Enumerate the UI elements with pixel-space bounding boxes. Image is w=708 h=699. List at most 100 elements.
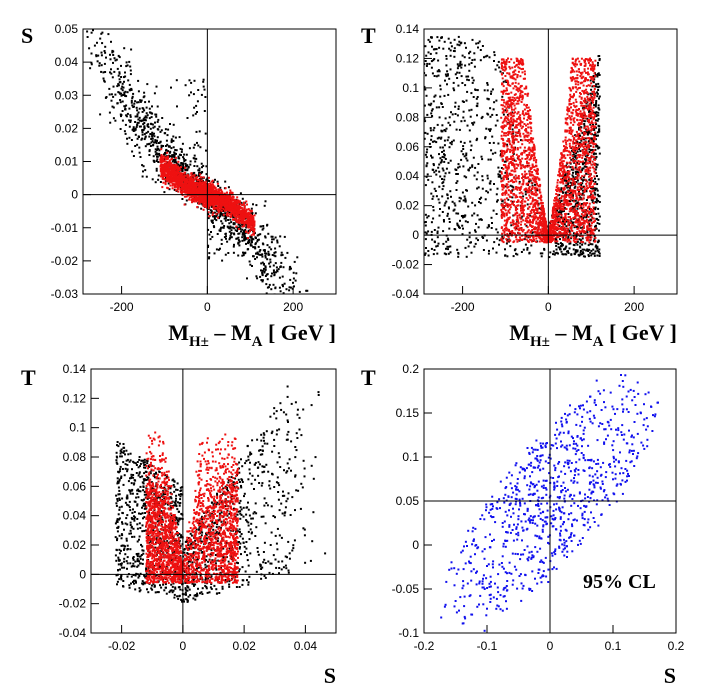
data-point <box>581 207 584 210</box>
data-point <box>596 91 599 94</box>
data-point <box>593 235 596 238</box>
data-point <box>424 45 427 48</box>
data-point <box>164 152 167 155</box>
data-point <box>184 162 187 165</box>
data-point <box>233 201 236 204</box>
data-point <box>192 93 195 96</box>
data-point <box>302 349 304 351</box>
plot-frame <box>82 28 337 295</box>
data-point <box>196 196 199 199</box>
data-point <box>117 74 120 77</box>
data-point <box>438 116 441 119</box>
data-point <box>165 178 168 181</box>
data-point <box>588 248 591 251</box>
data-point <box>270 288 273 291</box>
data-point <box>489 180 492 183</box>
data-point <box>134 127 137 130</box>
data-point <box>448 217 451 220</box>
data-point <box>589 98 591 101</box>
data-point <box>182 185 185 188</box>
data-point <box>220 195 222 197</box>
data-point <box>166 166 169 168</box>
data-point <box>582 252 585 255</box>
data-point <box>572 153 575 156</box>
data-point <box>141 137 144 140</box>
data-point <box>468 109 471 112</box>
data-point <box>432 168 435 171</box>
data-point <box>233 215 236 217</box>
data-point <box>481 45 484 47</box>
data-point <box>202 78 205 81</box>
data-point <box>449 159 452 162</box>
data-point <box>171 184 174 187</box>
data-point <box>189 160 192 163</box>
data-point <box>150 141 153 144</box>
data-point <box>160 161 163 164</box>
data-point <box>436 236 439 239</box>
data-point <box>254 247 257 250</box>
data-point <box>237 228 240 230</box>
data-point <box>121 89 124 92</box>
data-point <box>173 156 176 159</box>
data-point <box>197 183 200 186</box>
data-point <box>250 235 253 238</box>
data-point <box>483 56 485 59</box>
data-point <box>92 29 94 32</box>
data-point <box>118 56 121 59</box>
data-point <box>142 96 145 99</box>
data-point <box>592 80 595 83</box>
data-point <box>250 213 252 216</box>
data-point <box>241 204 244 206</box>
data-point <box>112 117 115 120</box>
data-point <box>478 201 480 203</box>
data-point <box>476 89 479 92</box>
data-point <box>266 278 269 281</box>
data-point <box>191 199 194 202</box>
data-point <box>449 54 452 57</box>
data-point <box>477 239 479 242</box>
data-point <box>520 251 523 253</box>
data-point <box>248 241 251 244</box>
data-point <box>584 162 586 164</box>
data-point <box>438 185 441 188</box>
data-point <box>254 243 257 246</box>
data-point <box>481 175 484 178</box>
data-point <box>134 121 137 123</box>
data-point <box>238 201 241 204</box>
data-point <box>239 192 242 195</box>
y-tick-label: -0.02 <box>51 254 79 268</box>
data-point <box>548 256 551 259</box>
data-point <box>269 265 272 268</box>
data-point <box>438 170 441 173</box>
data-point <box>160 157 163 160</box>
data-point <box>576 207 579 210</box>
data-point <box>196 198 199 200</box>
data-point <box>193 192 196 194</box>
data-point <box>585 199 588 201</box>
data-point <box>140 138 143 141</box>
data-point <box>451 113 454 116</box>
data-point <box>438 70 441 73</box>
data-point <box>152 155 155 158</box>
data-point <box>103 79 106 82</box>
data-point <box>135 125 138 128</box>
data-point <box>188 94 191 97</box>
data-point <box>245 208 248 211</box>
data-point <box>176 105 178 108</box>
data-point <box>230 232 233 235</box>
data-point <box>196 165 199 168</box>
data-point <box>224 219 227 222</box>
data-point <box>515 227 518 230</box>
data-point <box>445 247 447 250</box>
data-point <box>458 200 461 203</box>
data-point <box>223 236 226 239</box>
data-point <box>277 268 280 271</box>
data-point <box>430 36 433 39</box>
data-point <box>181 179 184 182</box>
data-point <box>182 157 185 160</box>
data-point <box>298 314 300 316</box>
data-point <box>589 123 592 126</box>
data-point <box>96 41 98 44</box>
data-point <box>598 252 601 255</box>
data-point <box>561 244 564 247</box>
